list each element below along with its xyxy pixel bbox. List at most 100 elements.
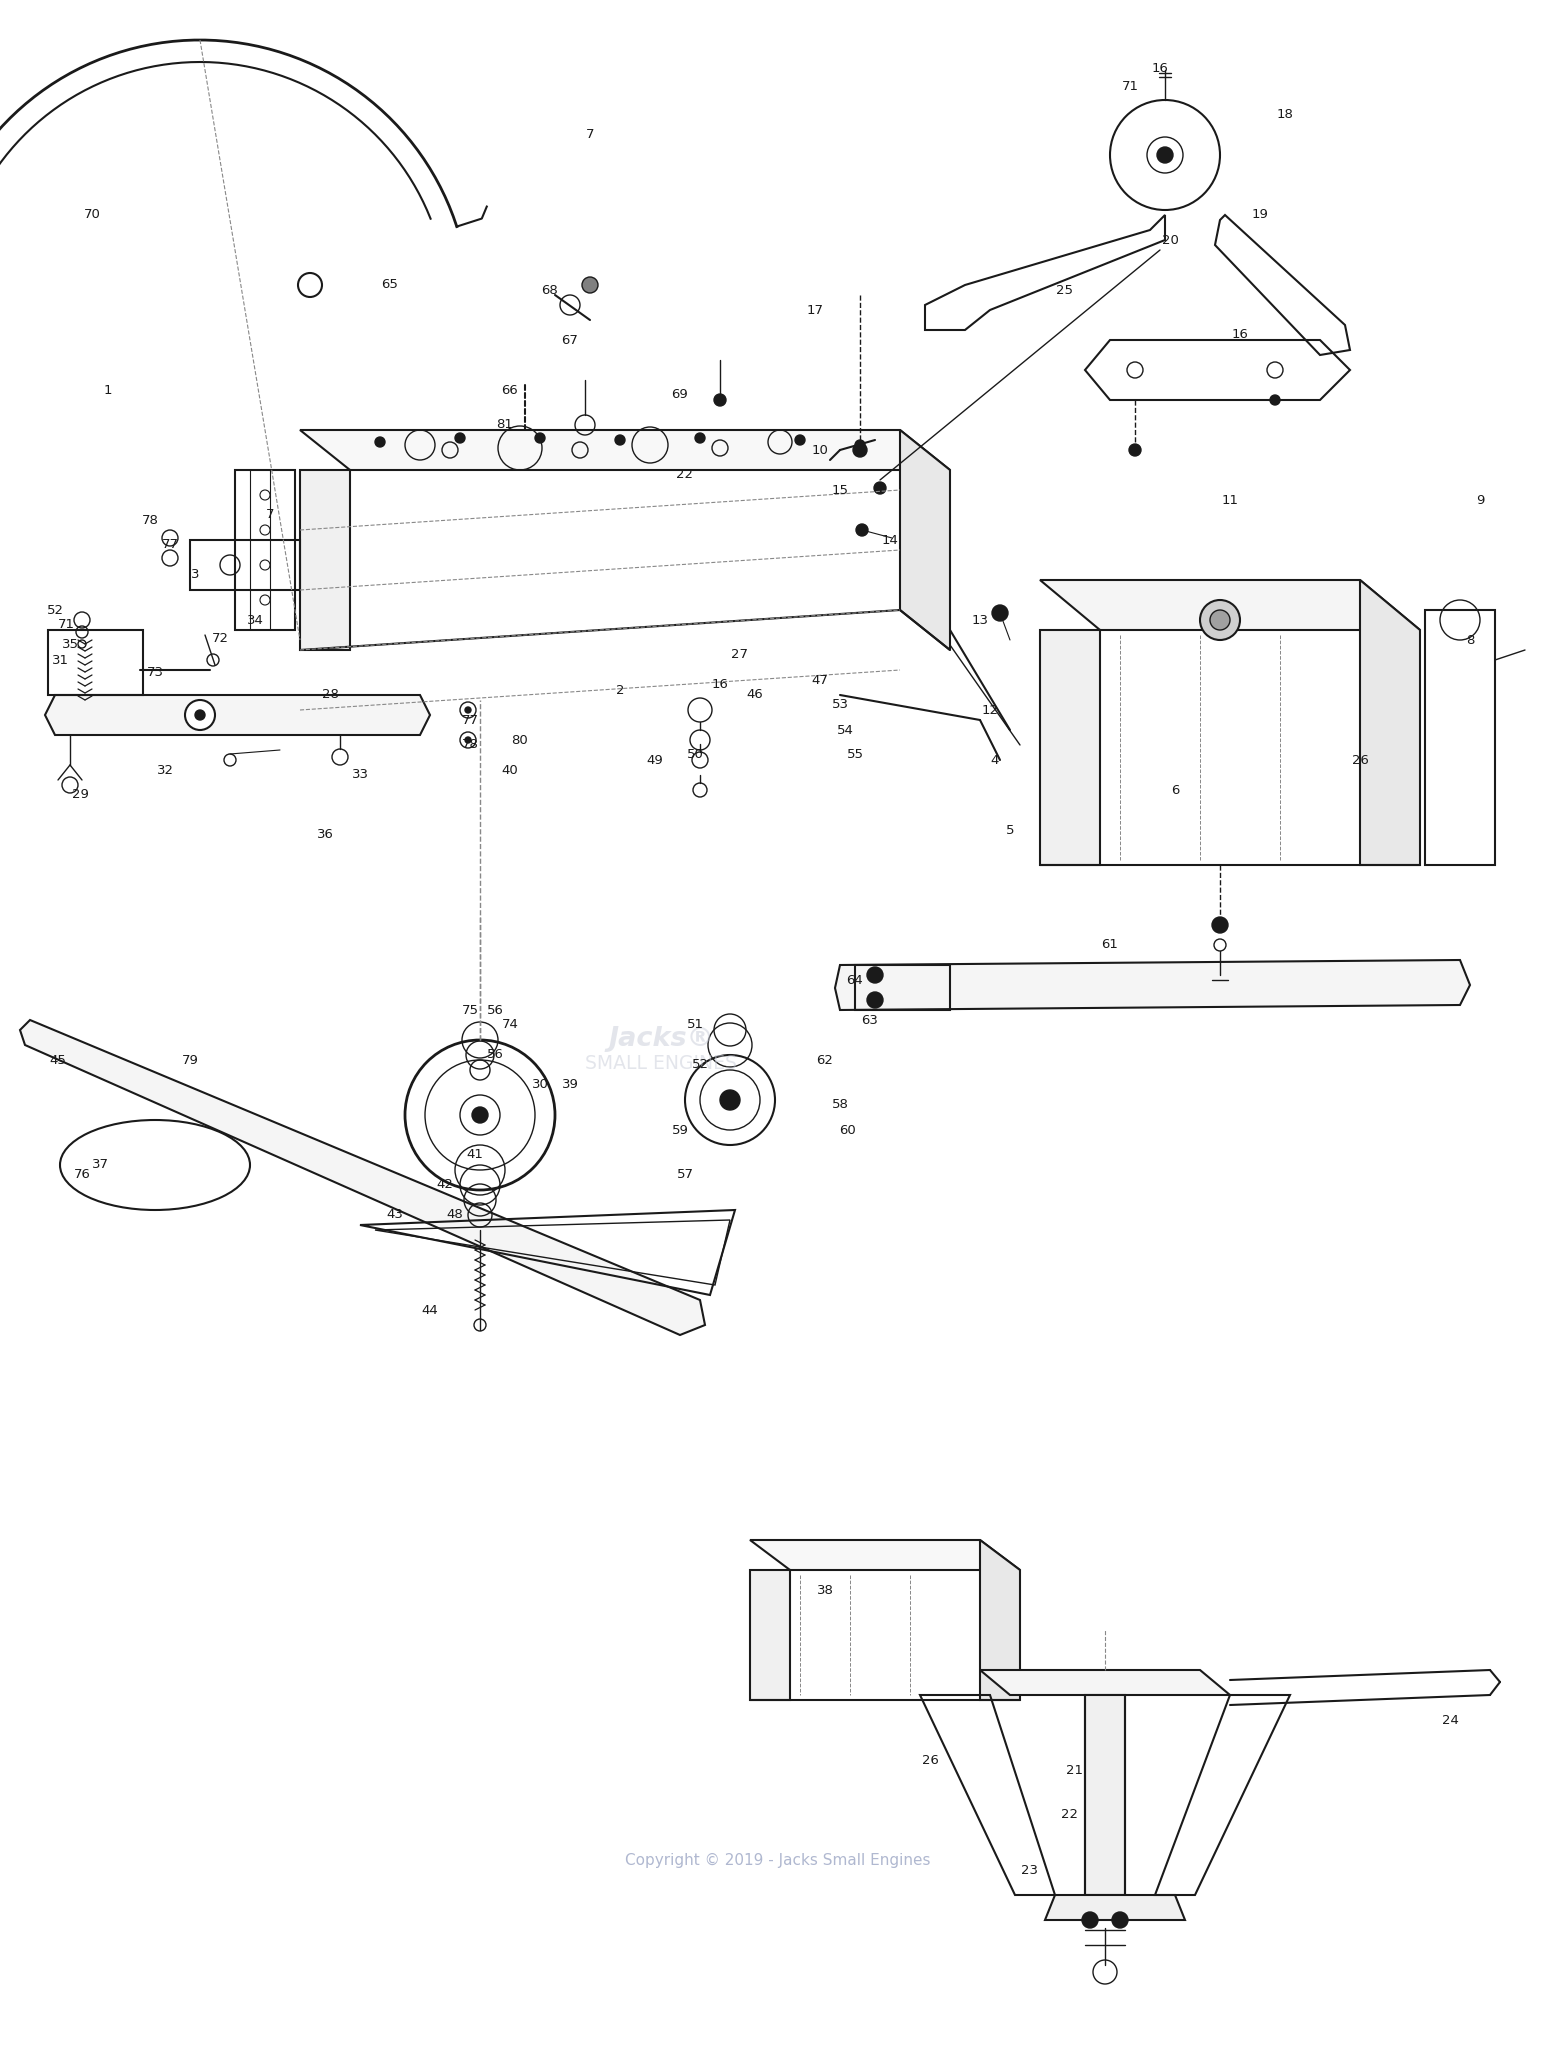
- Polygon shape: [1039, 631, 1100, 865]
- Circle shape: [471, 1107, 489, 1124]
- Text: 12: 12: [982, 705, 999, 717]
- Text: 45: 45: [50, 1054, 67, 1066]
- Text: 46: 46: [747, 688, 764, 702]
- Text: 14: 14: [882, 534, 898, 546]
- Text: 24: 24: [1441, 1713, 1458, 1727]
- Text: 43: 43: [386, 1208, 403, 1222]
- Text: 10: 10: [812, 444, 828, 456]
- Text: SMALL ENGINES: SMALL ENGINES: [585, 1054, 738, 1074]
- Text: 54: 54: [837, 723, 853, 737]
- Circle shape: [856, 524, 868, 536]
- Text: Jacks®: Jacks®: [608, 1027, 714, 1052]
- Circle shape: [854, 440, 865, 450]
- Circle shape: [1211, 610, 1229, 631]
- Text: 56: 56: [487, 1004, 504, 1017]
- Text: 61: 61: [1102, 939, 1119, 951]
- Text: 41: 41: [467, 1148, 484, 1161]
- Circle shape: [535, 433, 545, 444]
- Polygon shape: [836, 959, 1470, 1011]
- Text: 64: 64: [846, 974, 864, 986]
- Text: 9: 9: [1475, 493, 1484, 507]
- Text: 32: 32: [157, 764, 174, 776]
- Text: 2: 2: [616, 684, 624, 696]
- Text: 3: 3: [191, 569, 199, 581]
- Circle shape: [1158, 148, 1173, 162]
- Bar: [854, 965, 951, 1011]
- Text: 31: 31: [51, 653, 68, 665]
- Text: 51: 51: [686, 1019, 703, 1031]
- Text: 80: 80: [512, 733, 529, 746]
- Text: 52: 52: [47, 604, 64, 616]
- Bar: [48, 631, 143, 694]
- Circle shape: [465, 737, 471, 744]
- Polygon shape: [1046, 1896, 1186, 1920]
- Text: 15: 15: [831, 483, 848, 497]
- Polygon shape: [1039, 579, 1421, 631]
- Text: 22: 22: [677, 468, 694, 481]
- Text: 74: 74: [501, 1019, 518, 1031]
- Bar: [235, 470, 296, 631]
- Circle shape: [696, 433, 705, 444]
- Text: 23: 23: [1021, 1863, 1038, 1877]
- Circle shape: [1113, 1912, 1128, 1929]
- Text: 81: 81: [496, 419, 513, 431]
- Text: 63: 63: [862, 1013, 879, 1027]
- Text: 49: 49: [647, 754, 663, 766]
- Circle shape: [1200, 600, 1240, 641]
- Circle shape: [465, 707, 471, 713]
- Bar: [1085, 1695, 1125, 1896]
- Polygon shape: [45, 694, 429, 735]
- Text: 44: 44: [422, 1304, 439, 1317]
- Text: 34: 34: [246, 614, 263, 626]
- Text: 77: 77: [162, 538, 179, 553]
- Circle shape: [867, 967, 882, 984]
- Circle shape: [1212, 916, 1228, 933]
- Text: 20: 20: [1162, 234, 1178, 246]
- Text: 13: 13: [971, 614, 988, 626]
- Text: 78: 78: [462, 739, 478, 752]
- Polygon shape: [1360, 579, 1421, 865]
- Circle shape: [795, 435, 804, 446]
- Text: 11: 11: [1221, 493, 1239, 507]
- Text: 70: 70: [84, 210, 101, 222]
- Text: 47: 47: [812, 674, 828, 686]
- Text: 25: 25: [1057, 283, 1074, 296]
- Circle shape: [714, 394, 727, 407]
- Text: Copyright © 2019 - Jacks Small Engines: Copyright © 2019 - Jacks Small Engines: [626, 1853, 930, 1869]
- Text: 72: 72: [212, 631, 229, 645]
- Polygon shape: [980, 1670, 1229, 1695]
- Text: 22: 22: [1061, 1808, 1078, 1822]
- Text: 33: 33: [352, 768, 369, 781]
- Circle shape: [194, 711, 205, 721]
- Text: 36: 36: [316, 828, 333, 842]
- Circle shape: [1081, 1912, 1099, 1929]
- Circle shape: [615, 435, 626, 446]
- Text: 79: 79: [182, 1054, 199, 1066]
- Text: 68: 68: [541, 283, 559, 296]
- Text: 55: 55: [846, 748, 864, 762]
- Text: 56: 56: [487, 1048, 504, 1062]
- Text: 78: 78: [142, 514, 159, 526]
- Polygon shape: [899, 429, 951, 649]
- Polygon shape: [20, 1021, 705, 1335]
- Circle shape: [874, 483, 885, 495]
- Text: 30: 30: [532, 1078, 548, 1091]
- Text: 40: 40: [501, 764, 518, 776]
- Text: 18: 18: [1276, 109, 1293, 121]
- Polygon shape: [300, 470, 350, 649]
- Circle shape: [853, 444, 867, 456]
- Circle shape: [185, 700, 215, 729]
- Circle shape: [582, 277, 598, 294]
- Text: 76: 76: [73, 1169, 90, 1181]
- Circle shape: [993, 606, 1008, 620]
- Circle shape: [454, 433, 465, 444]
- Text: 37: 37: [92, 1158, 109, 1171]
- Text: 58: 58: [831, 1099, 848, 1111]
- Circle shape: [867, 992, 882, 1009]
- Text: 71: 71: [58, 618, 75, 631]
- Text: 73: 73: [146, 665, 163, 678]
- Text: 62: 62: [817, 1054, 834, 1066]
- Text: 48: 48: [447, 1208, 464, 1222]
- Text: 67: 67: [562, 333, 579, 347]
- Text: 66: 66: [501, 384, 518, 396]
